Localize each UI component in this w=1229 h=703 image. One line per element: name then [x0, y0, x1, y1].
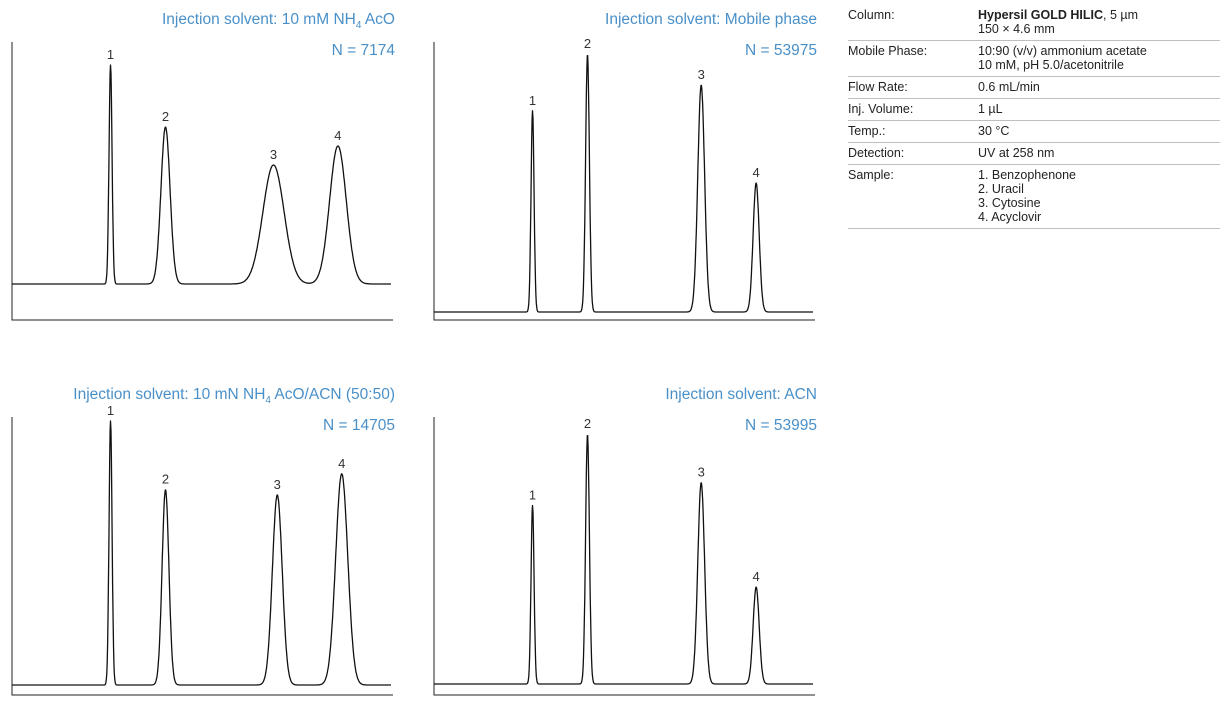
condition-text: 10:90 (v/v) ammonium acetate — [978, 44, 1147, 58]
condition-row: Sample: 1. Benzophenone 2. Uracil 3. Cytosi… — [848, 165, 1220, 229]
chromatogram-plot: 1 2 3 4 — [433, 416, 815, 696]
condition-value: 30 °C — [978, 124, 1220, 138]
condition-value-line: 1 µL — [978, 102, 1220, 116]
condition-value-line: 30 °C — [978, 124, 1220, 138]
chromatogram-trace — [11, 420, 392, 686]
condition-label: Flow Rate: — [848, 80, 908, 94]
chromatogram-panel-2: 1 2 3 4 Injection solvent: Mobile phase N =… — [432, 8, 817, 328]
condition-row: Detection: UV at 258 nm — [848, 143, 1220, 165]
peak-label: 2 — [162, 109, 169, 124]
peak-label: 4 — [752, 165, 759, 180]
condition-label: Column: — [848, 8, 895, 22]
chromatogram-trace — [433, 434, 814, 685]
condition-value: 1 µL — [978, 102, 1220, 116]
chromatogram-panel-3: 1 2 3 4 Injection solvent: 10 mN NH4 AcO/AC… — [10, 383, 395, 703]
condition-value-line: 4. Acyclovir — [978, 210, 1220, 224]
condition-label: Inj. Volume: — [848, 102, 914, 116]
peak-label: 1 — [529, 488, 536, 503]
chromatogram-plot: 1 2 3 4 — [433, 36, 815, 321]
chromatogram-panel-4: 1 2 3 4 Injection solvent: ACN N = 53995 — [432, 383, 817, 703]
chromatogram-plot: 1 2 3 4 — [11, 403, 393, 696]
axis-line — [433, 42, 815, 321]
peak-label: 2 — [584, 36, 591, 51]
condition-text: 1. Benzophenone — [978, 168, 1077, 182]
chromatogram-panel-1: 1 2 3 4 Injection solvent: 10 mM NH4 AcO N … — [10, 8, 395, 328]
peak-label: 3 — [274, 477, 281, 492]
condition-label: Detection: — [848, 146, 905, 160]
condition-text: 3. Cytosine — [978, 196, 1041, 210]
peak-label: 4 — [752, 569, 759, 584]
chromatogram-plot: 1 2 3 4 — [11, 42, 393, 321]
condition-label: Temp.: — [848, 124, 886, 138]
condition-value-line: 0.6 mL/min — [978, 80, 1220, 94]
condition-text: 0.6 mL/min — [978, 80, 1040, 94]
peak-label: 1 — [107, 47, 114, 62]
axis-line — [433, 417, 815, 696]
condition-value: 10:90 (v/v) ammonium acetate 10 mM, pH 5.… — [978, 44, 1220, 72]
condition-value-line: 150 × 4.6 mm — [978, 22, 1220, 36]
condition-text: UV at 258 nm — [978, 146, 1055, 160]
condition-row: Inj. Volume: 1 µL — [848, 99, 1220, 121]
column-name: Hypersil GOLD HILIC — [978, 8, 1104, 22]
panel-title: Injection solvent: 10 mM NH4 AcO — [162, 11, 395, 32]
condition-text: 150 × 4.6 mm — [978, 22, 1055, 36]
plate-count-label: N = 7174 — [331, 42, 395, 59]
condition-value-line: 3. Cytosine — [978, 196, 1220, 210]
condition-value: Hypersil GOLD HILIC, 5 µm 150 × 4.6 mm — [978, 8, 1220, 36]
condition-label: Mobile Phase: — [848, 44, 928, 58]
peak-label: 4 — [334, 128, 341, 143]
condition-row: Flow Rate: 0.6 mL/min — [848, 77, 1220, 99]
peak-label: 1 — [529, 93, 536, 108]
condition-text: 2. Uracil — [978, 182, 1024, 196]
plate-count-label: N = 53995 — [745, 417, 817, 434]
condition-text: 10 mM, pH 5.0/acetonitrile — [978, 58, 1124, 72]
condition-value: UV at 258 nm — [978, 146, 1220, 160]
condition-value: 1. Benzophenone 2. Uracil 3. Cytosine 4. Ac… — [978, 168, 1220, 224]
peak-label: 4 — [338, 456, 345, 471]
condition-row: Column: Hypersil GOLD HILIC, 5 µm 150 × 4.… — [848, 5, 1220, 41]
chromatogram-trace — [433, 54, 814, 313]
plate-count-label: N = 14705 — [323, 417, 395, 434]
condition-row: Mobile Phase: 10:90 (v/v) ammonium acetat… — [848, 41, 1220, 77]
peak-label: 3 — [698, 67, 705, 82]
chromatogram-trace — [11, 64, 392, 285]
condition-value-line: 1. Benzophenone — [978, 168, 1220, 182]
condition-text: 4. Acyclovir — [978, 210, 1042, 224]
peak-label: 1 — [107, 403, 114, 418]
peak-label: 3 — [698, 465, 705, 480]
panel-title: Injection solvent: 10 mN NH4 AcO/ACN (50… — [73, 386, 395, 407]
condition-value-line: UV at 258 nm — [978, 146, 1220, 160]
plate-count-label: N = 53975 — [745, 42, 817, 59]
condition-text: 1 µL — [978, 102, 1003, 116]
peak-label: 2 — [162, 472, 169, 487]
condition-label: Sample: — [848, 168, 894, 182]
condition-value-line: 10 mM, pH 5.0/acetonitrile — [978, 58, 1220, 72]
peak-label: 3 — [270, 147, 277, 162]
axis-line — [11, 417, 393, 696]
condition-text: , 5 µm — [1103, 8, 1139, 22]
panel-title: Injection solvent: Mobile phase — [605, 11, 817, 28]
condition-value-line: 2. Uracil — [978, 182, 1220, 196]
condition-row: Temp.: 30 °C — [848, 121, 1220, 143]
condition-value-line: 10:90 (v/v) ammonium acetate — [978, 44, 1220, 58]
condition-text: 30 °C — [978, 124, 1010, 138]
condition-value: 0.6 mL/min — [978, 80, 1220, 94]
condition-value-line: Hypersil GOLD HILIC, 5 µm — [978, 8, 1220, 22]
axis-line — [11, 42, 393, 321]
panel-title: Injection solvent: ACN — [665, 386, 817, 403]
conditions-table: Column: Hypersil GOLD HILIC, 5 µm 150 × 4.… — [848, 5, 1220, 229]
peak-label: 2 — [584, 416, 591, 431]
